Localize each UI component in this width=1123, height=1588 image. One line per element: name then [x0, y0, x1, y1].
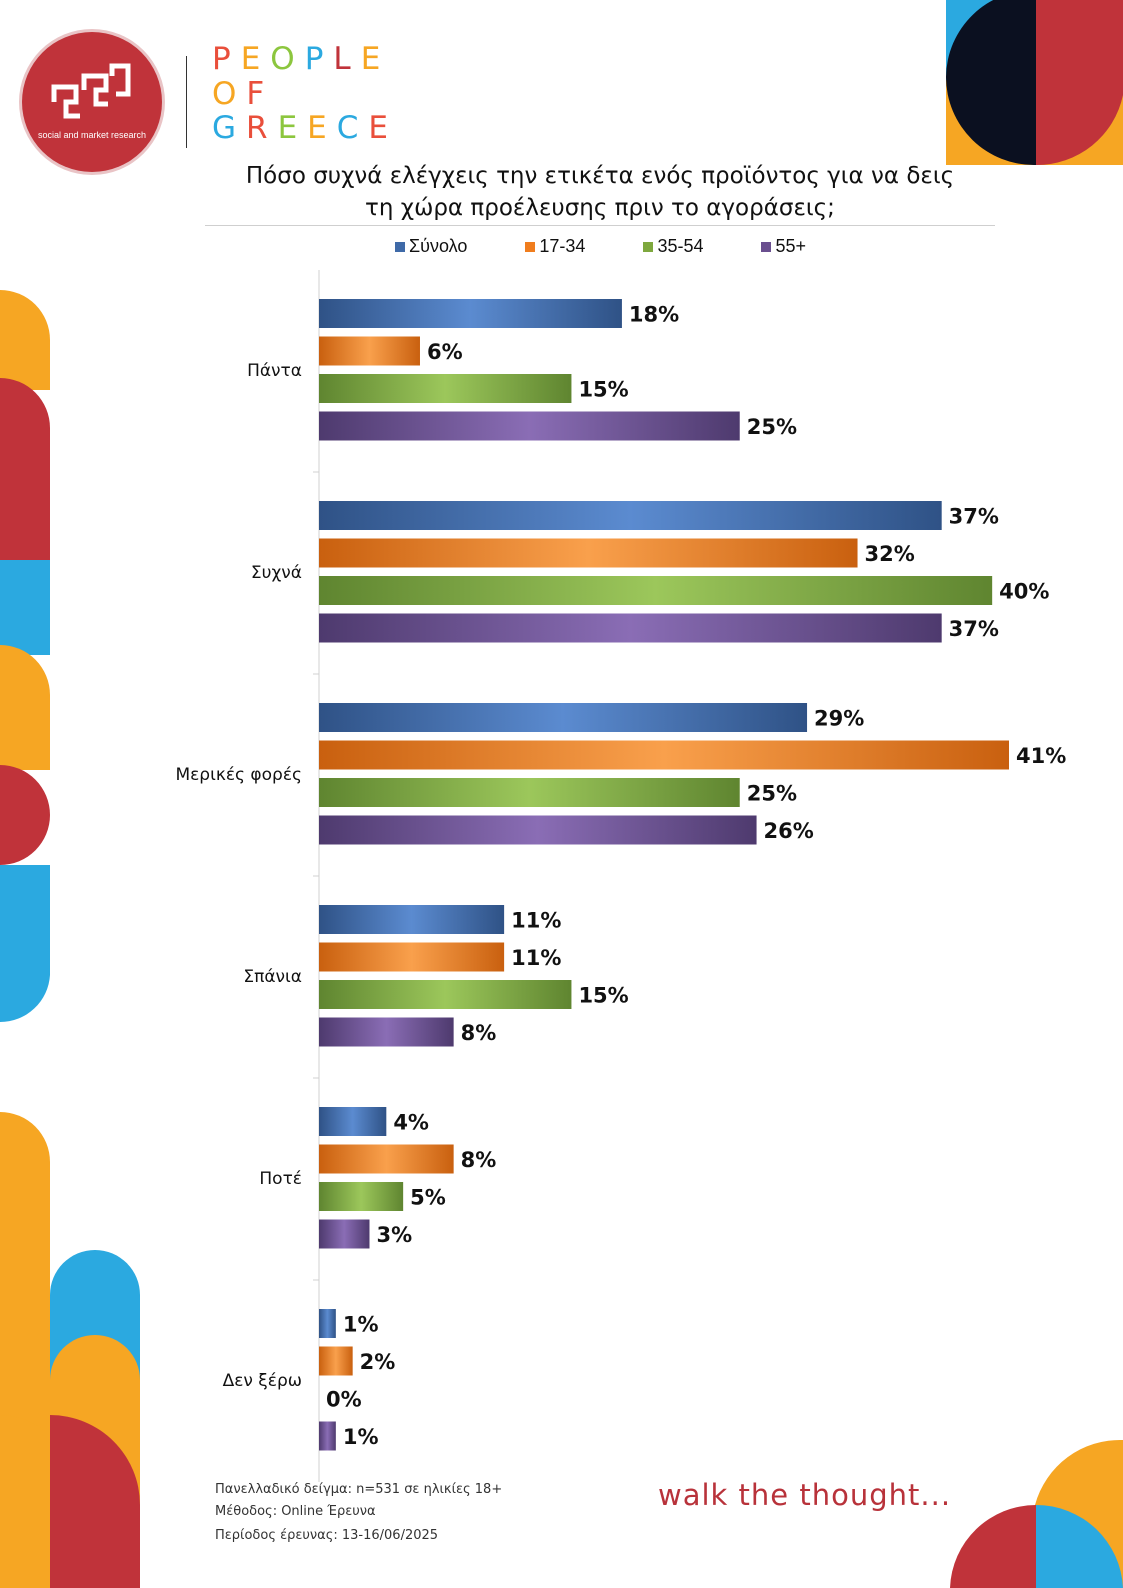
- bar: [319, 703, 808, 732]
- bar: [319, 1346, 353, 1376]
- bar: [319, 501, 942, 530]
- wordmark-letter: E: [277, 110, 308, 146]
- bar: [319, 980, 572, 1009]
- value-label: 3%: [376, 1223, 412, 1247]
- value-label: 2%: [360, 1350, 396, 1374]
- value-label: 0%: [326, 1388, 362, 1412]
- bar: [319, 905, 505, 934]
- footnote-method: Μέθοδος: Online Έρευνα: [215, 1504, 376, 1519]
- title-divider: [205, 225, 995, 226]
- wordmark-letter: L: [333, 41, 361, 77]
- value-label: 41%: [1016, 744, 1066, 768]
- chart-legend: Σύνολο 17-34 35-54 55+: [395, 236, 864, 257]
- value-label: 6%: [427, 340, 463, 364]
- bar: [319, 778, 740, 807]
- category-label: Δεν ξέρω: [223, 1371, 302, 1391]
- category-label: Μερικές φορές: [175, 765, 302, 785]
- value-label: 18%: [629, 303, 679, 327]
- logo-mark-icon: [51, 63, 131, 119]
- value-label: 11%: [511, 946, 561, 970]
- category-label: Συχνά: [251, 563, 302, 583]
- bar: [319, 1107, 387, 1136]
- wordmark-letter: E: [368, 110, 399, 146]
- bar: [319, 576, 993, 605]
- wordmark-letter: E: [307, 110, 337, 146]
- value-label: 25%: [747, 782, 797, 806]
- value-label: 5%: [410, 1186, 446, 1210]
- bar: [319, 538, 858, 568]
- bar: [319, 336, 420, 366]
- value-label: 26%: [764, 819, 814, 843]
- value-label: 4%: [393, 1111, 429, 1135]
- category-label: Ποτέ: [259, 1169, 302, 1189]
- bar: [319, 1017, 454, 1047]
- bar: [319, 613, 942, 643]
- chart-title: Πόσο συχνά ελέγχεις την ετικέτα ενός προ…: [205, 160, 995, 224]
- chart-title-line-2: τη χώρα προέλευσης πριν το αγοράσεις;: [365, 195, 835, 221]
- value-label: 25%: [747, 415, 797, 439]
- category-label: Σπάνια: [243, 967, 302, 987]
- wordmark-letter: O: [212, 76, 247, 112]
- value-label: 40%: [999, 580, 1049, 604]
- value-label: 1%: [343, 1425, 379, 1449]
- value-label: 1%: [343, 1313, 379, 1337]
- chart-title-line-1: Πόσο συχνά ελέγχεις την ετικέτα ενός προ…: [245, 163, 955, 189]
- bar: [319, 1421, 336, 1451]
- brand-logo: social and market research: [22, 32, 162, 172]
- legend-label: 55+: [775, 236, 807, 256]
- tagline: walk the thought...: [658, 1478, 952, 1512]
- category-label: Πάντα: [247, 361, 302, 381]
- legend-label: 35-54: [657, 236, 704, 256]
- bar: [319, 740, 1009, 770]
- value-label: 37%: [949, 617, 999, 641]
- footnote-sample: Πανελλαδικό δείγμα: n=531 σε ηλικίες 18+: [215, 1482, 503, 1497]
- bar: [319, 1182, 404, 1211]
- value-label: 15%: [578, 378, 628, 402]
- wordmark-letter: P: [304, 41, 334, 77]
- wordmark-line: OF: [212, 77, 274, 111]
- legend-item: 17-34: [525, 236, 585, 257]
- wordmark-letter: G: [212, 110, 247, 146]
- legend-swatch: [395, 241, 405, 252]
- legend-item: Σύνολο: [395, 236, 467, 257]
- bar: [319, 411, 740, 441]
- wordmark-letter: O: [270, 41, 305, 77]
- wordmark-letter: C: [336, 110, 369, 146]
- value-label: 11%: [511, 909, 561, 933]
- value-label: 15%: [578, 984, 628, 1008]
- bar: [319, 942, 505, 972]
- bar: [319, 299, 622, 328]
- wordmark-line: PEOPLE: [212, 42, 390, 76]
- legend-label: Σύνολο: [409, 236, 468, 256]
- wordmark-letter: E: [240, 41, 271, 77]
- value-label: 29%: [814, 707, 864, 731]
- value-label: 8%: [461, 1148, 497, 1172]
- bar: [319, 1309, 336, 1338]
- value-label: 32%: [865, 542, 915, 566]
- bar: [319, 374, 572, 403]
- wordmark-letter: P: [212, 41, 241, 77]
- legend-item: 55+: [761, 236, 806, 257]
- bar: [319, 1219, 370, 1249]
- brand-divider: [186, 56, 187, 148]
- legend-swatch: [761, 241, 772, 252]
- legend-swatch: [643, 241, 654, 252]
- brand-subtitle: social and market research: [37, 130, 147, 140]
- wordmark-letter: F: [246, 76, 275, 112]
- legend-swatch: [525, 241, 536, 252]
- wordmark-line: GREECE: [212, 111, 398, 145]
- legend-item: 35-54: [643, 236, 703, 257]
- wordmark-letter: R: [246, 110, 278, 146]
- footnote-period: Περίοδος έρευνας: 13-16/06/2025: [215, 1528, 439, 1543]
- value-label: 37%: [949, 505, 999, 529]
- bar: [319, 815, 757, 845]
- wordmark-letter: E: [360, 41, 391, 77]
- legend-label: 17-34: [539, 236, 586, 256]
- value-label: 8%: [461, 1021, 497, 1045]
- bar: [319, 1144, 454, 1174]
